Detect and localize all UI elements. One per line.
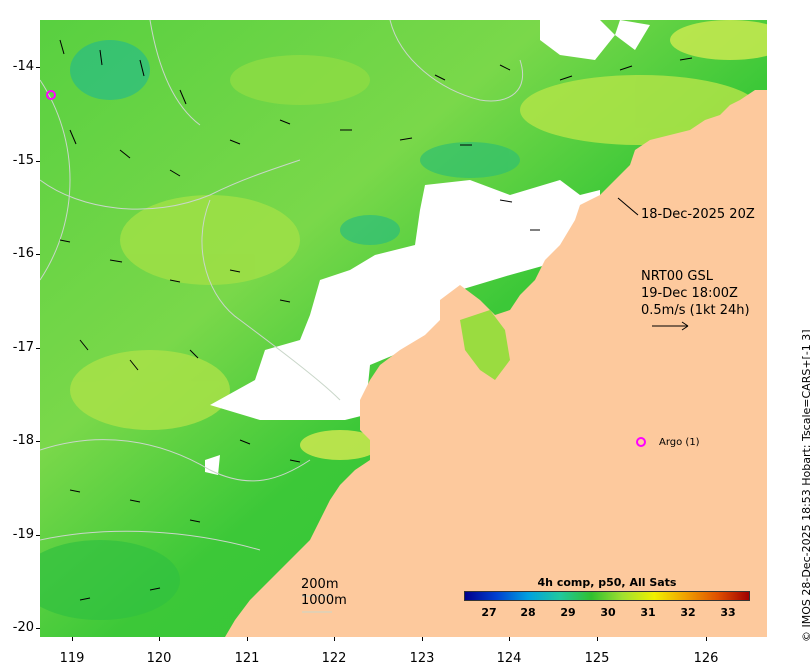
no-data-patch xyxy=(540,20,615,60)
y-tick-label: -16 xyxy=(12,246,34,261)
y-tick-mark xyxy=(36,441,40,442)
current-product-label: NRT00 GSL xyxy=(641,269,713,284)
y-tick-mark xyxy=(36,628,40,629)
x-tick-label: 122 xyxy=(321,651,347,666)
x-tick-mark xyxy=(597,637,598,641)
x-tick-label: 123 xyxy=(409,651,435,666)
sst-map-canvas xyxy=(40,20,767,637)
y-tick-mark xyxy=(36,161,40,162)
x-tick-label: 125 xyxy=(584,651,610,666)
x-tick-mark xyxy=(706,637,707,641)
argo-marker xyxy=(636,437,646,447)
colorbar-tick: 30 xyxy=(600,606,616,619)
colorbar-tick: 32 xyxy=(680,606,696,619)
colorbar xyxy=(464,591,750,601)
map-date-label: 18-Dec-2025 20Z xyxy=(641,207,755,222)
x-tick-label: 126 xyxy=(693,651,719,666)
x-tick-mark xyxy=(159,637,160,641)
isobath-1000-label: 1000m xyxy=(301,593,347,608)
argo-label: Argo (1) xyxy=(659,437,700,448)
x-tick-mark xyxy=(509,637,510,641)
x-tick-label: 124 xyxy=(496,651,522,666)
current-scale-label: 0.5m/s (1kt 24h) xyxy=(641,303,750,318)
current-vectors xyxy=(59,39,693,601)
sst-warm-patches xyxy=(70,20,767,460)
sst-cool-patches xyxy=(40,40,520,620)
y-tick-mark xyxy=(36,67,40,68)
y-tick-label: -14 xyxy=(12,59,34,74)
y-tick-mark xyxy=(36,535,40,536)
y-tick-mark xyxy=(36,254,40,255)
argo-marker xyxy=(46,90,56,100)
y-tick-label: -18 xyxy=(12,433,34,448)
x-tick-mark xyxy=(247,637,248,641)
y-tick-label: -20 xyxy=(12,620,34,635)
bathymetry-contours xyxy=(40,20,524,551)
x-tick-label: 121 xyxy=(234,651,260,666)
colorbar-tick: 33 xyxy=(720,606,736,619)
no-data-patch xyxy=(205,455,220,475)
no-data-patch xyxy=(615,20,650,50)
x-tick-mark xyxy=(422,637,423,641)
x-tick-label: 119 xyxy=(59,651,85,666)
colorbar-tick: 27 xyxy=(481,606,497,619)
y-tick-label: -15 xyxy=(12,153,34,168)
credit-text: © IMOS 28-Dec-2025 18:53 Hobart; Tscale=… xyxy=(800,329,810,642)
x-tick-mark xyxy=(72,637,73,641)
colorbar-tick: 29 xyxy=(560,606,576,619)
y-tick-label: -17 xyxy=(12,340,34,355)
isobath-200-label: 200m xyxy=(301,577,339,592)
sst-map[interactable] xyxy=(40,20,767,637)
x-tick-mark xyxy=(334,637,335,641)
coastal-sst-patch xyxy=(460,310,510,380)
no-data-region xyxy=(210,180,600,420)
y-tick-mark xyxy=(36,348,40,349)
current-scale-arrow xyxy=(652,321,689,331)
colorbar-title: 4h comp, p50, All Sats xyxy=(537,576,677,589)
colorbar-tick: 28 xyxy=(520,606,536,619)
date-pointer xyxy=(617,197,639,216)
current-time-label: 19-Dec 18:00Z xyxy=(641,286,738,301)
colorbar-tick: 31 xyxy=(640,606,656,619)
x-tick-label: 120 xyxy=(146,651,172,666)
y-tick-label: -19 xyxy=(12,527,34,542)
